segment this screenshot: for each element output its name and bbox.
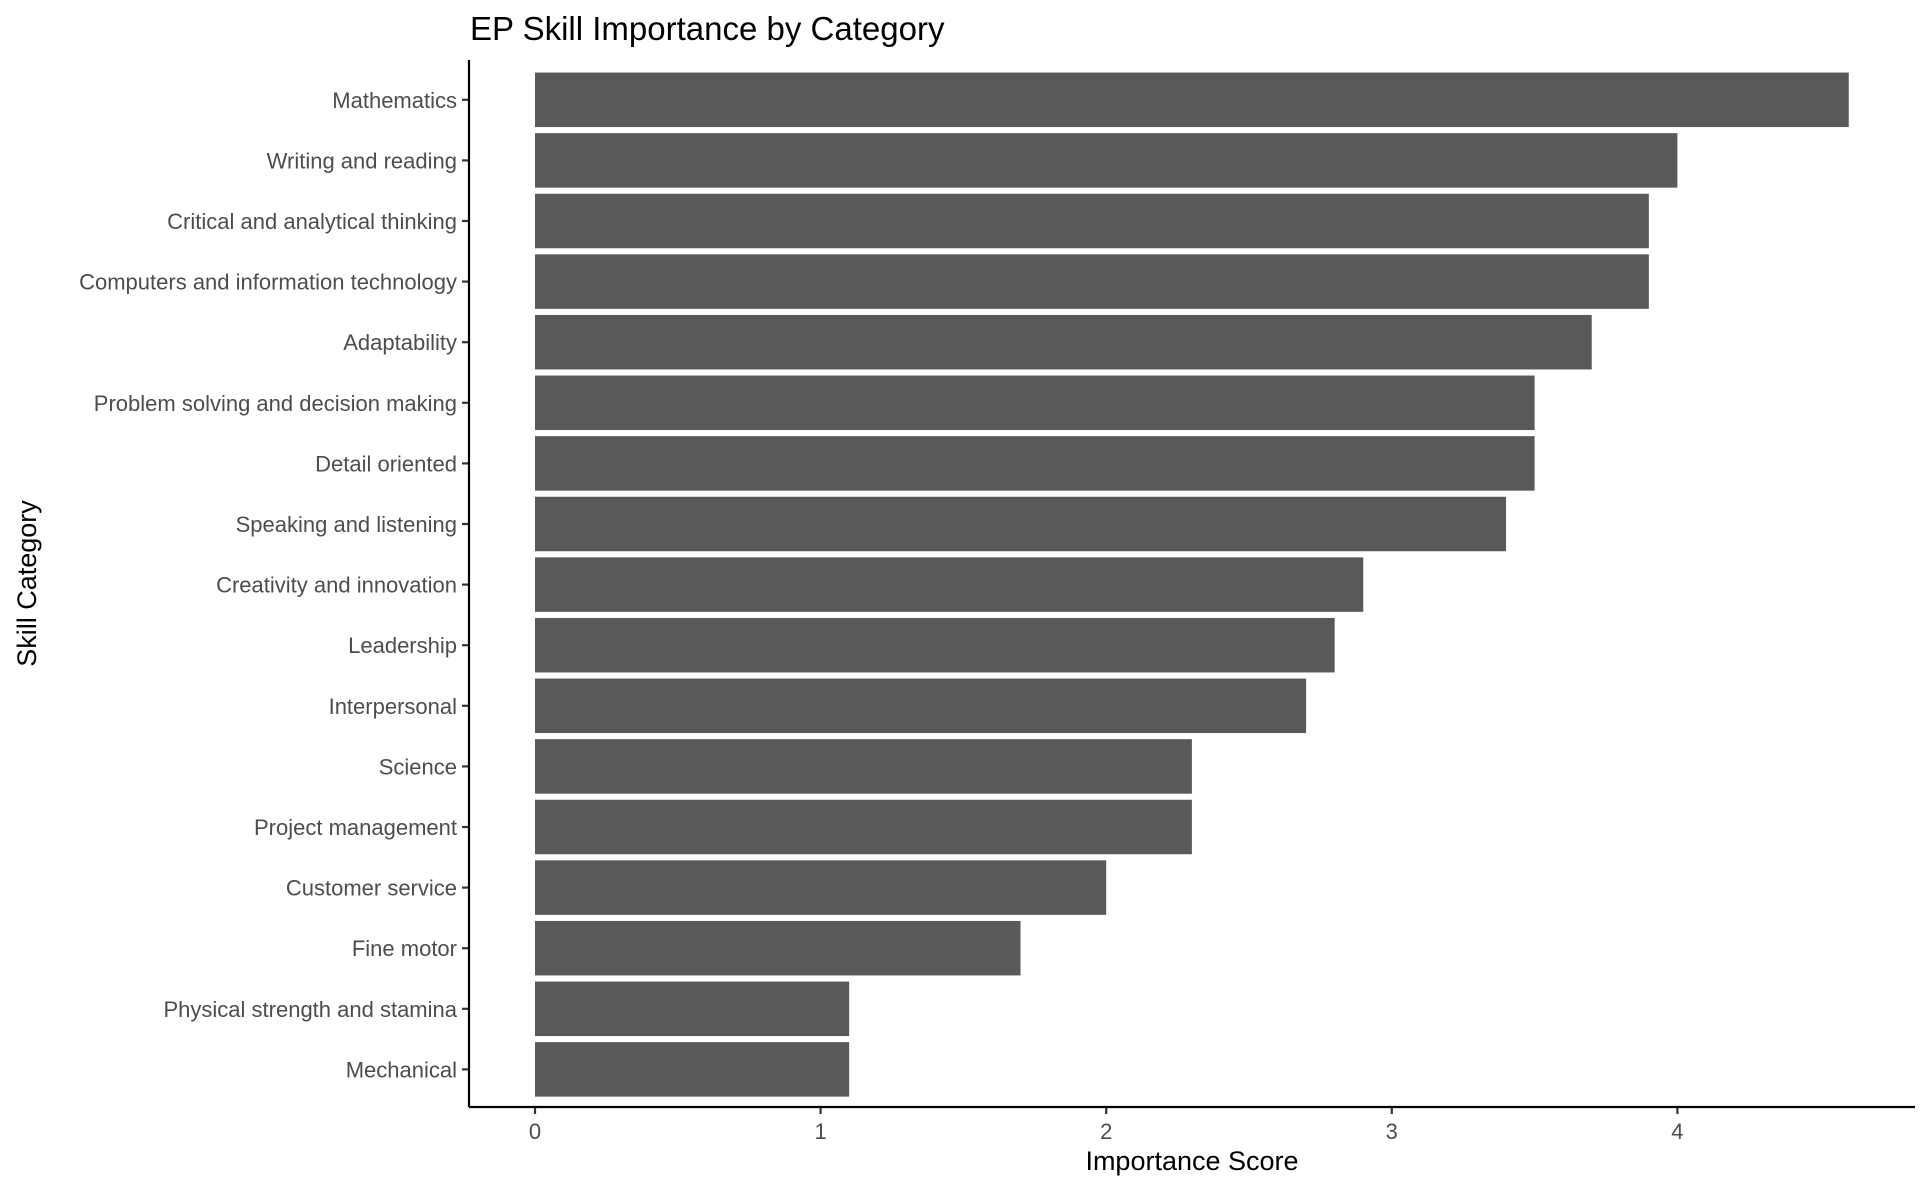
x-tick-label-3: 3 — [1386, 1119, 1398, 1144]
y-tick-label-physical-strength-and-stamina: Physical strength and stamina — [164, 997, 458, 1022]
bar-physical-strength-and-stamina — [535, 981, 850, 1037]
y-tick-label-interpersonal: Interpersonal — [329, 694, 457, 719]
bar-adaptability — [535, 314, 1592, 370]
y-tick-label-creativity-and-innovation: Creativity and innovation — [216, 573, 457, 598]
x-tick-label-0: 0 — [529, 1119, 541, 1144]
bar-science — [535, 739, 1192, 794]
bar-mathematics — [535, 72, 1849, 128]
chart-title: EP Skill Importance by Category — [470, 10, 945, 47]
y-axis-ticks: Mathematics Writing and reading Critical a… — [79, 88, 469, 1082]
y-tick-label-speaking-and-listening: Speaking and listening — [236, 512, 457, 537]
y-tick-label-problem-solving-and-decision-making: Problem solving and decision making — [94, 391, 457, 416]
x-tick-label-1: 1 — [814, 1119, 826, 1144]
y-tick-label-writing-and-reading: Writing and reading — [267, 148, 457, 173]
bar-computers-and-information-technology — [535, 254, 1649, 309]
bar-customer-service — [535, 860, 1107, 915]
y-tick-label-customer-service: Customer service — [286, 876, 457, 901]
bar-fine-motor — [535, 920, 1021, 976]
bar-mechanical — [535, 1042, 850, 1097]
bar-interpersonal — [535, 678, 1307, 734]
bar-project-management — [535, 799, 1192, 855]
x-tick-label-2: 2 — [1100, 1119, 1112, 1144]
x-axis-title: Importance Score — [1085, 1146, 1298, 1176]
bar-leadership — [535, 617, 1335, 673]
bars-group — [535, 72, 1849, 1097]
bar-speaking-and-listening — [535, 496, 1507, 552]
x-tick-label-4: 4 — [1671, 1119, 1683, 1144]
x-axis-ticks: 0 1 2 3 4 — [529, 1107, 1684, 1144]
y-tick-label-fine-motor: Fine motor — [352, 936, 457, 961]
bar-writing-and-reading — [535, 133, 1678, 188]
y-axis-title: Skill Category — [12, 500, 42, 667]
y-tick-label-computers-and-information-technology: Computers and information technology — [79, 270, 457, 295]
y-tick-label-mathematics: Mathematics — [332, 88, 457, 113]
y-tick-label-critical-and-analytical-thinking: Critical and analytical thinking — [167, 209, 457, 234]
y-tick-label-detail-oriented: Detail oriented — [315, 451, 457, 476]
y-tick-label-science: Science — [379, 754, 457, 779]
y-tick-label-leadership: Leadership — [348, 633, 457, 658]
bar-critical-and-analytical-thinking — [535, 193, 1649, 249]
y-tick-label-adaptability: Adaptability — [343, 330, 457, 355]
bar-problem-solving-and-decision-making — [535, 375, 1535, 431]
y-tick-label-mechanical: Mechanical — [346, 1057, 457, 1082]
bar-detail-oriented — [535, 436, 1535, 491]
bar-creativity-and-innovation — [535, 557, 1364, 612]
y-tick-label-project-management: Project management — [254, 815, 457, 840]
